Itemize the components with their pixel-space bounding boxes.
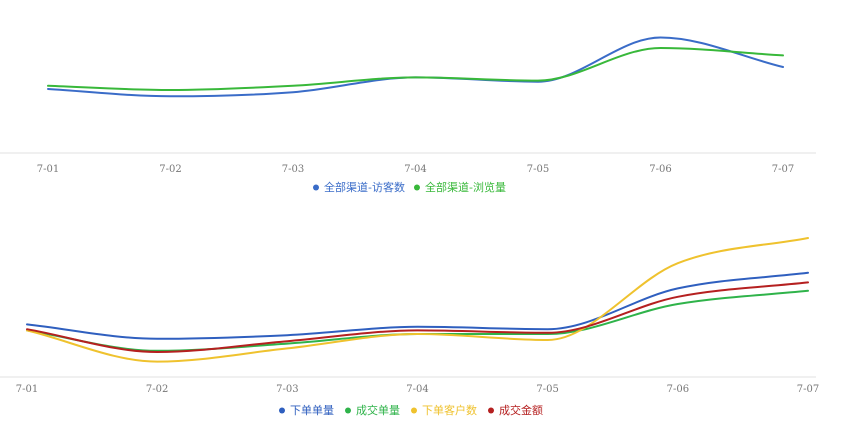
series-line: [47, 36, 784, 98]
x-tick-label: 7-05: [536, 384, 558, 395]
legend-label: 成交单量: [356, 403, 400, 417]
legend-marker: [313, 184, 319, 191]
series-line: [47, 47, 784, 91]
x-tick-label: 7-02: [159, 164, 181, 175]
series-line: [26, 237, 809, 363]
x-tick-label: 7-07: [797, 384, 819, 395]
x-tick-label: 7-02: [146, 384, 168, 395]
legend-label: 全部渠道-浏览量: [425, 180, 506, 194]
series-line: [26, 289, 809, 352]
x-tick-label: 7-06: [667, 384, 689, 395]
x-tick-label: 7-06: [649, 164, 671, 175]
x-tick-label: 7-03: [282, 164, 304, 175]
series-line: [26, 271, 809, 340]
x-tick-label: 7-01: [37, 164, 59, 175]
legend-label: 下单客户数: [422, 403, 477, 417]
legend-marker: [279, 407, 285, 414]
legend-label: 下单单量: [290, 404, 334, 417]
series-line: [26, 281, 809, 353]
legend-label: 全部渠道-访客数: [324, 180, 405, 194]
x-tick-label: 7-04: [406, 384, 428, 395]
x-tick-label: 7-03: [276, 384, 298, 395]
legend-label: 成交金额: [499, 403, 543, 417]
legend-marker: [411, 407, 417, 414]
legend-marker: [413, 184, 420, 191]
legend-marker: [345, 407, 351, 414]
x-tick-label: 7-05: [527, 164, 549, 175]
x-tick-label: 7-07: [772, 164, 794, 175]
x-tick-label: 7-01: [16, 384, 38, 395]
legend-marker: [488, 407, 494, 414]
x-tick-label: 7-04: [404, 164, 426, 175]
